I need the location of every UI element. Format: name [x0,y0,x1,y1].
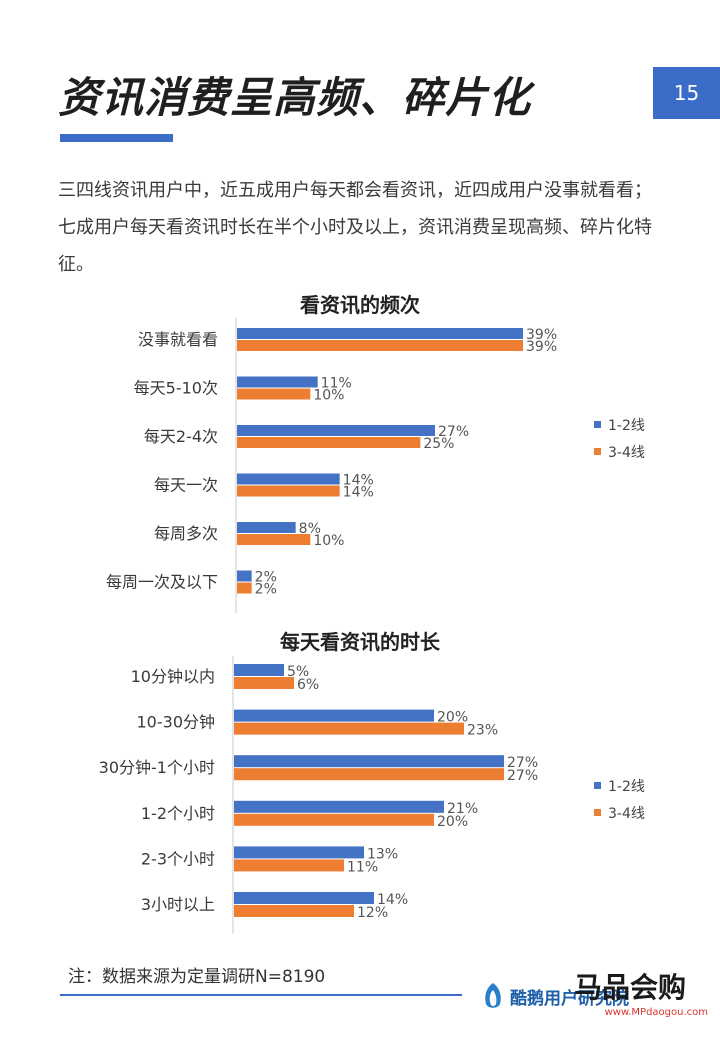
corner-logo-text: 马品会购 [574,971,687,1004]
category-label: 每天一次 [154,476,218,495]
bar-series2 [237,388,311,400]
bar-series2 [234,905,354,917]
legend-swatch [594,782,601,789]
bar-series2 [237,582,252,594]
chart2-title: 每天看资讯的时长 [280,630,440,654]
bar-series1 [234,664,284,676]
data-label: 6% [297,677,319,693]
data-label: 13% [367,846,398,862]
legend-item-series2: 3-4线 [594,438,645,465]
data-label: 12% [357,905,388,921]
page-title: 资讯消费呈高频、碎片化 [58,73,532,122]
data-label: 39% [526,339,557,355]
category-label: 1-2个小时 [141,804,215,823]
legend-swatch [594,448,601,455]
data-label: 20% [437,814,468,830]
bar-series2 [234,859,344,872]
category-label: 10分钟以内 [131,667,215,686]
bar-series1 [237,328,523,339]
bar-series1 [234,892,374,904]
data-label: 11% [347,859,378,875]
legend-swatch [594,809,601,816]
bar-series2 [237,340,523,351]
bar-series2 [234,677,294,689]
duration-chart: 10分钟以内 5%6%10-30分钟 20%23%30分钟-1个小时 27%27%1-… [99,656,538,934]
data-label: 14% [343,485,374,501]
data-label: 14% [377,892,408,908]
data-label: 8% [299,521,321,537]
data-label: 27% [507,768,538,784]
bar-series2 [237,485,340,497]
footer-divider [60,994,462,996]
category-label: 30分钟-1个小时 [99,758,215,777]
bar-series1 [234,846,364,859]
chart1-title: 看资讯的频次 [300,293,420,317]
bar-series2 [237,437,421,448]
data-label: 20% [437,710,468,726]
category-label: 2-3个小时 [141,849,215,868]
bar-series1 [234,800,444,813]
intro-text: 三四线资讯用户中，近五成用户每天都会看资讯，近四成用户没事就看看；七成用户每天看… [58,180,652,275]
legend-swatch [594,421,601,428]
brand-name: 酷鹅用户研究院 [510,988,629,1009]
category-label: 没事就看看 [138,330,218,349]
data-label: 10% [313,533,344,549]
legend-label: 1-2线 [608,417,645,434]
bar-series1 [237,570,252,582]
title-underline [60,134,173,142]
bar-series2 [237,534,311,545]
bar-series1 [237,473,340,485]
data-label: 10% [313,388,344,404]
chart2-legend: 1-2线 3-4线 [594,772,645,826]
chart1-legend: 1-2线 3-4线 [594,411,645,465]
data-label: 25% [423,436,454,452]
data-label: 27% [507,755,538,771]
legend-label: 1-2线 [608,778,645,795]
bar-series1 [237,425,435,436]
data-label: 5% [287,664,309,680]
data-label: 27% [438,424,469,440]
legend-item-series2: 3-4线 [594,799,645,826]
data-label: 11% [321,376,352,392]
bar-series1 [237,376,318,388]
source-note: 注：数据来源为定量调研N=8190 [68,967,326,987]
category-label: 每周一次及以下 [106,573,218,592]
bar-series2 [234,813,434,826]
frequency-chart: 没事就看看 39%39%每天5-10次 11%10%每天2-4次 27%25%每天一次… [106,318,557,613]
bar-series1 [234,755,504,768]
category-label: 3小时以上 [141,895,215,914]
bar-series2 [234,722,464,735]
category-label: 每周多次 [154,524,218,543]
data-label: 21% [447,801,478,817]
data-label: 23% [467,723,498,739]
penguin-logo-icon [485,983,501,1008]
corner-watermark-logo: 马品会购 www.MPdaogou.com [574,966,714,1022]
corner-logo-url: www.MPdaogou.com [604,1007,708,1018]
bar-series1 [234,709,434,722]
legend-label: 3-4线 [608,805,645,822]
data-label: 39% [526,327,557,343]
category-label: 每天5-10次 [134,379,218,398]
page-number: 15 [653,67,720,119]
brand: 酷鹅用户研究院 [482,982,629,1010]
legend-label: 3-4线 [608,444,645,461]
legend-item-series1: 1-2线 [594,772,645,799]
data-label: 14% [343,473,374,489]
bar-series2 [234,768,504,781]
bar-series1 [237,522,296,533]
category-label: 每天2-4次 [144,427,218,446]
data-label: 2% [255,582,277,598]
legend-item-series1: 1-2线 [594,411,645,438]
category-label: 10-30分钟 [137,713,216,732]
data-label: 2% [255,570,277,586]
